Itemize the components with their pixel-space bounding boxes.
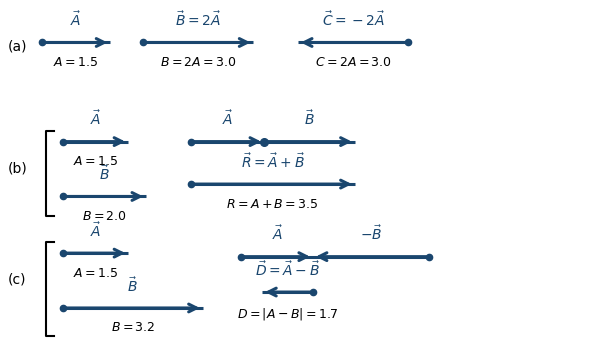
Text: $B = 2.0$: $B = 2.0$	[82, 210, 127, 223]
Text: $D = |A - B| = 1.7$: $D = |A - B| = 1.7$	[237, 306, 338, 321]
Text: $A = 1.5$: $A = 1.5$	[73, 267, 118, 280]
Text: $\vec{B} = 2\vec{A}$: $\vec{B} = 2\vec{A}$	[175, 10, 221, 29]
Text: $B = 2A = 3.0$: $B = 2A = 3.0$	[160, 56, 237, 69]
Text: $A = 1.5$: $A = 1.5$	[53, 56, 99, 69]
Text: (b): (b)	[8, 161, 27, 175]
Text: $\vec{R} = \vec{A} + \vec{B}$: $\vec{R} = \vec{A} + \vec{B}$	[241, 152, 305, 171]
Text: $\vec{B}$: $\vec{B}$	[304, 109, 315, 128]
Text: $\vec{B}$: $\vec{B}$	[99, 164, 110, 183]
Text: $\vec{A}$: $\vec{A}$	[90, 221, 101, 240]
Text: $A = 1.5$: $A = 1.5$	[73, 155, 118, 168]
Text: (a): (a)	[8, 39, 27, 53]
Text: $\vec{A}$: $\vec{A}$	[272, 224, 283, 243]
Text: (c): (c)	[8, 273, 26, 287]
Text: $\vec{C} = -2\vec{A}$: $\vec{C} = -2\vec{A}$	[322, 10, 384, 29]
Text: $\vec{D} = \vec{A} - \vec{B}$: $\vec{D} = \vec{A} - \vec{B}$	[255, 260, 320, 279]
Text: $C = 2A = 3.0$: $C = 2A = 3.0$	[315, 56, 392, 69]
Text: $\vec{A}$: $\vec{A}$	[70, 10, 82, 29]
Text: $R = A + B = 3.5$: $R = A + B = 3.5$	[226, 198, 319, 211]
Text: $\vec{A}$: $\vec{A}$	[90, 109, 101, 128]
Text: $\vec{B}$: $\vec{B}$	[128, 276, 138, 295]
Text: $-\vec{B}$: $-\vec{B}$	[360, 224, 382, 243]
Text: $B = 3.2$: $B = 3.2$	[111, 321, 154, 335]
Text: $\vec{A}$: $\vec{A}$	[222, 109, 233, 128]
